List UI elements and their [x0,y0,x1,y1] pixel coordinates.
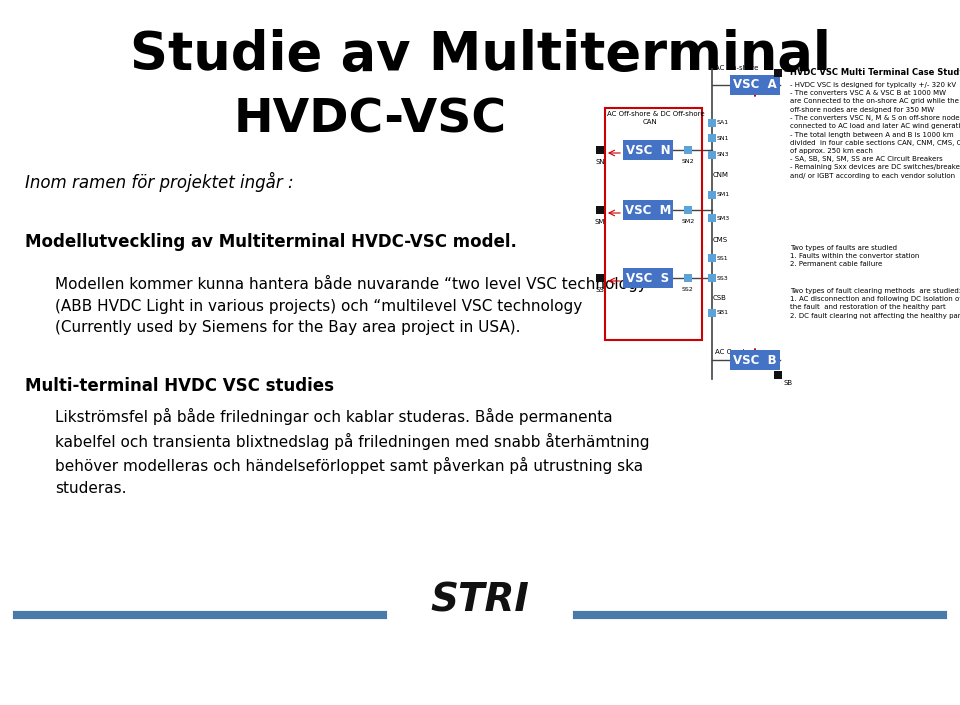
Text: CMS: CMS [713,237,728,243]
Text: Studie av Multiterminal: Studie av Multiterminal [130,29,830,81]
Bar [596,146,604,154]
Text: VSC  N: VSC N [626,144,670,157]
Text: VSC  A: VSC A [733,78,777,92]
Text: VSC  M: VSC M [625,204,671,216]
Text: SA1: SA1 [717,121,730,125]
Text: HVDC-VSC: HVDC-VSC [233,97,507,142]
Bar [774,371,782,379]
Bar [708,254,716,262]
Bar [730,350,780,370]
Text: Two types of fault clearing methods  are studied:
1. AC disconnection and follow: Two types of fault clearing methods are … [790,288,960,319]
Text: AC On-shore: AC On-shore [715,65,758,71]
Text: - HVDC VSC is designed for typically +/- 320 kV
- The converters VSC A & VSC B a: - HVDC VSC is designed for typically +/-… [790,82,960,179]
Text: CAN: CAN [643,119,658,125]
Text: SB: SB [784,380,793,386]
Text: CSB: CSB [713,295,727,301]
Text: STRI: STRI [431,581,529,619]
Text: HVDC VSC Multi Terminal Case Study: HVDC VSC Multi Terminal Case Study [790,68,960,77]
Bar [623,268,673,288]
Text: SA: SA [784,67,793,73]
Bar [730,75,780,95]
Text: AC On-shore: AC On-shore [715,349,758,355]
Text: SM2: SM2 [682,219,695,224]
Text: Modellen kommer kunna hantera både nuvarande “two level VSC technology”
(ABB HVD: Modellen kommer kunna hantera både nuvar… [55,275,655,335]
Text: SS: SS [595,287,605,293]
Text: Modellutveckling av Multiterminal HVDC-VSC model.: Modellutveckling av Multiterminal HVDC-V… [25,233,516,251]
Bar [708,151,716,159]
Text: SN: SN [595,159,605,165]
Bar [708,309,716,317]
Bar [684,206,692,214]
Text: SN3: SN3 [717,152,730,157]
Text: VSC  S: VSC S [627,271,669,285]
Text: SM: SM [595,219,605,225]
Bar [708,119,716,127]
Bar [605,108,702,340]
Bar [623,200,673,220]
Bar [623,140,673,160]
Text: SN2: SN2 [682,159,694,164]
Bar [596,206,604,214]
Text: SB1: SB1 [717,310,729,316]
Text: SM1: SM1 [717,192,731,197]
Bar [596,274,604,282]
Text: SS3: SS3 [717,276,729,281]
Bar [708,191,716,199]
Bar [684,146,692,154]
Bar [708,134,716,142]
Bar [684,274,692,282]
Text: Likströmsfel på både friledningar och kablar studeras. Både permanenta
kabelfel : Likströmsfel på både friledningar och ka… [55,408,650,496]
Text: SN1: SN1 [717,135,730,140]
Text: SS1: SS1 [717,255,729,261]
Text: AC Off-shore & DC Off-shore: AC Off-shore & DC Off-shore [607,111,705,117]
Text: Inom ramen för projektet ingår :: Inom ramen för projektet ingår : [25,172,294,192]
Bar [774,69,782,77]
Text: SM3: SM3 [717,216,731,221]
Text: Multi-terminal HVDC VSC studies: Multi-terminal HVDC VSC studies [25,377,334,395]
Bar [708,274,716,282]
Bar [708,214,716,222]
Text: VSC  B: VSC B [733,353,777,367]
Text: CNM: CNM [713,172,729,178]
Text: SS2: SS2 [683,287,694,292]
Text: Two types of faults are studied
1. Faults within the convertor station
2. Perman: Two types of faults are studied 1. Fault… [790,245,920,267]
